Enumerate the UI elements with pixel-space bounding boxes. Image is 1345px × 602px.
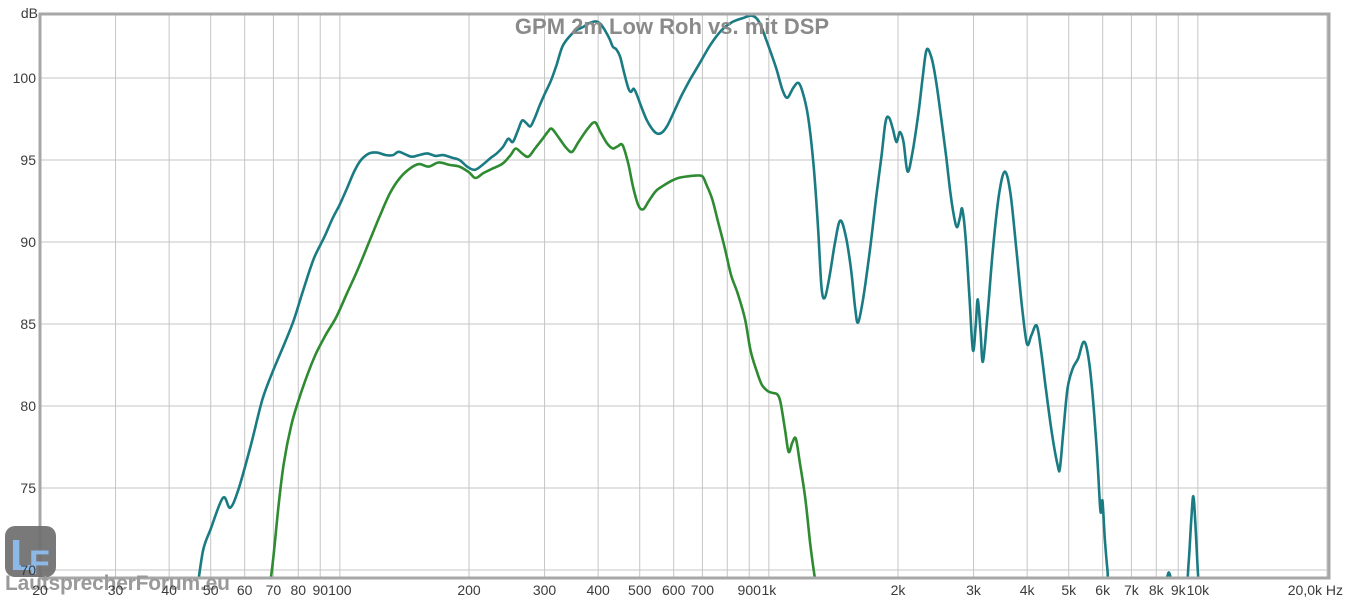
curves bbox=[197, 15, 1200, 577]
x-tick-label: 8k bbox=[1149, 582, 1165, 598]
y-tick-label: 85 bbox=[20, 316, 36, 332]
x-tick-label: 10k bbox=[1187, 582, 1211, 598]
y-axis-labels: 100 95 90 85 80 75 70 bbox=[13, 70, 37, 578]
x-tick-label: 5k bbox=[1061, 582, 1077, 598]
y-tick-label: 80 bbox=[20, 398, 36, 414]
x-tick-label: 20 bbox=[32, 582, 48, 598]
gridlines bbox=[39, 14, 1329, 578]
watermark-site-text: LautsprecherForum.eu bbox=[5, 572, 230, 595]
lf-logo-letter-l: L bbox=[10, 531, 37, 580]
chart-title: GPM 2m Low Roh vs. mit DSP bbox=[515, 14, 829, 39]
x-tick-label: 200 bbox=[457, 582, 481, 598]
curve-green bbox=[269, 120, 816, 577]
y-tick-label: 90 bbox=[20, 234, 36, 250]
x-tick-label: 300 bbox=[533, 582, 557, 598]
x-tick-label: 20,0k Hz bbox=[1288, 582, 1343, 598]
x-tick-label: 1k bbox=[761, 582, 777, 598]
x-tick-label: 30 bbox=[108, 582, 124, 598]
x-tick-label: 40 bbox=[161, 582, 177, 598]
x-tick-label: 3k bbox=[966, 582, 982, 598]
x-tick-label: 6k bbox=[1095, 582, 1111, 598]
x-tick-label: 900 bbox=[738, 582, 762, 598]
y-tick-label: 100 bbox=[13, 70, 37, 86]
curve-teal bbox=[197, 15, 1200, 577]
lf-logo-box bbox=[5, 526, 56, 577]
x-tick-label: 50 bbox=[203, 582, 219, 598]
y-axis-unit-label: dB bbox=[21, 5, 38, 21]
x-axis-labels: 20 30 40 50 60 70 80 90 100 200 300 400 500 600 700 900… bbox=[32, 582, 1343, 598]
y-tick-label: 75 bbox=[20, 480, 36, 496]
x-tick-label: 600 bbox=[662, 582, 686, 598]
x-tick-label: 90 bbox=[312, 582, 328, 598]
x-tick-label: 60 bbox=[237, 582, 253, 598]
x-tick-label: 100 bbox=[328, 582, 352, 598]
x-tick-label: 80 bbox=[290, 582, 306, 598]
plot-frame bbox=[38, 12, 1331, 580]
x-tick-label: 7k bbox=[1124, 582, 1140, 598]
y-tick-label: 95 bbox=[20, 152, 36, 168]
watermark: L F LautsprecherForum.eu bbox=[5, 526, 230, 595]
x-tick-label: 700 bbox=[691, 582, 715, 598]
x-tick-label: 400 bbox=[586, 582, 610, 598]
x-tick-label: 2k bbox=[891, 582, 907, 598]
y-tick-label: 70 bbox=[20, 562, 36, 578]
x-tick-label: 500 bbox=[628, 582, 652, 598]
x-tick-label: 4k bbox=[1020, 582, 1036, 598]
x-tick-label: 9k bbox=[1171, 582, 1187, 598]
lf-logo-letter-f: F bbox=[29, 544, 50, 582]
x-tick-label: 70 bbox=[266, 582, 282, 598]
